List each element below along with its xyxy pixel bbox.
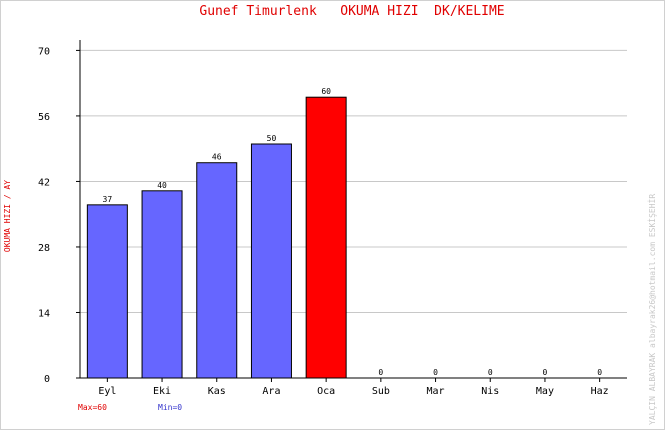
data-label: 40 [157, 181, 167, 190]
x-tick-label: Nis [481, 386, 499, 397]
x-tick-label: Kas [208, 386, 226, 397]
data-label: 50 [267, 134, 277, 143]
x-tick-label: May [536, 386, 554, 397]
data-label: 46 [212, 153, 222, 162]
bar [196, 162, 238, 379]
data-label: 0 [488, 368, 493, 377]
x-tick-label: Haz [591, 386, 609, 397]
credit-text: YALÇIN ALBAYRAK albayrak26@hotmail.com E… [647, 194, 657, 425]
x-tick-label: Eyl [98, 386, 116, 397]
y-axis-ticks: 0 14 28 42 56 70 [38, 46, 80, 385]
data-label: 0 [378, 368, 383, 377]
x-tick-label: Eki [153, 386, 171, 397]
y-tick-label: 28 [38, 243, 50, 254]
y-tick-label: 56 [38, 112, 50, 123]
y-axis-label: OKUMA HIZI / AY [3, 180, 12, 252]
chart-title: Gunef Timurlenk OKUMA HIZI DK/KELIME [199, 4, 504, 19]
bar [250, 143, 292, 379]
data-label: 0 [597, 368, 602, 377]
data-label: 0 [543, 368, 548, 377]
legend-min: Min=0 [158, 403, 182, 412]
x-tick-label: Oca [317, 386, 335, 397]
x-tick-label: Mar [427, 386, 445, 397]
y-tick-label: 14 [38, 308, 50, 319]
bar [141, 190, 183, 379]
bar [86, 204, 128, 379]
legend-max: Max=60 [78, 403, 107, 412]
x-tick-label: Ara [262, 386, 280, 397]
data-label: 37 [103, 195, 113, 204]
x-axis-ticks: Eyl Eki Kas Ara Oca Sub Mar Nis May Haz [98, 378, 609, 397]
data-label: 0 [433, 368, 438, 377]
bar [305, 96, 347, 379]
bars [86, 96, 347, 379]
y-tick-label: 0 [44, 374, 50, 385]
y-tick-label: 42 [38, 177, 50, 188]
data-label: 60 [321, 87, 331, 96]
y-tick-label: 70 [38, 46, 50, 57]
data-labels: 37 40 46 50 60 0 0 0 0 0 [103, 87, 603, 377]
x-tick-label: Sub [372, 386, 390, 397]
